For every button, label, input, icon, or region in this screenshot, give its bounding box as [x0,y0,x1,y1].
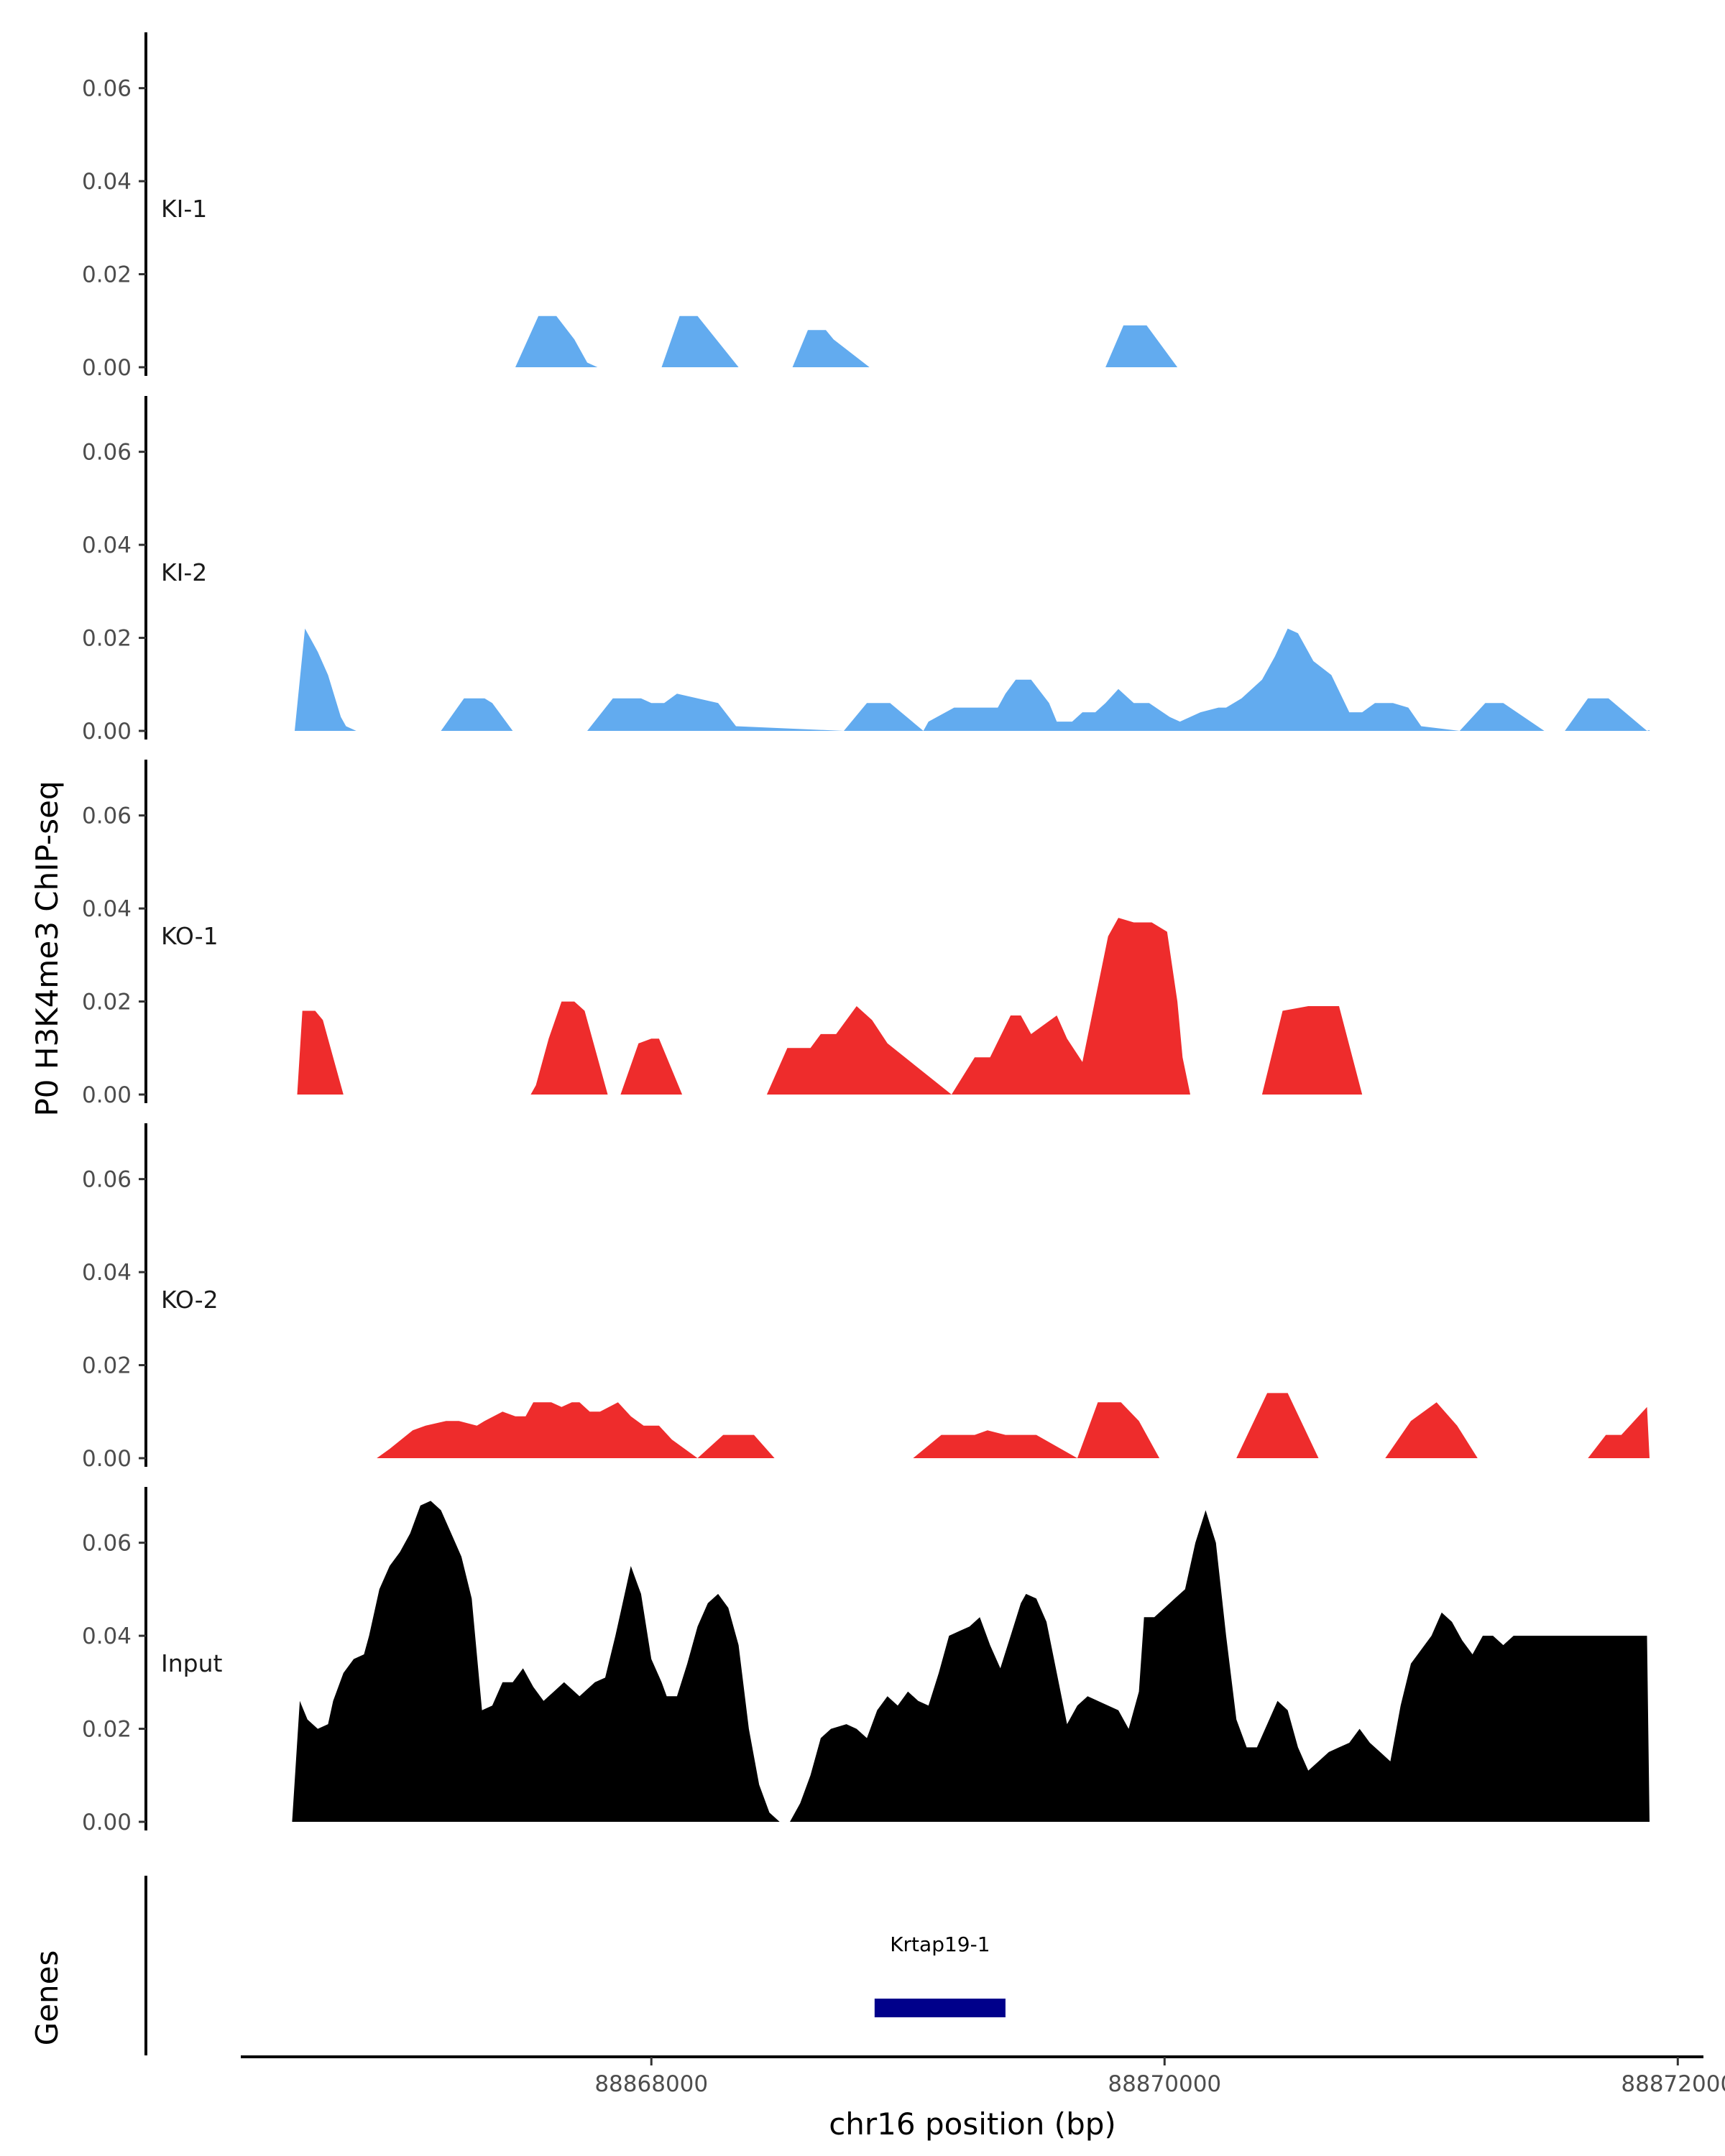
y-tick-label: 0.06 [82,803,132,829]
y-tick-label: 0.06 [82,76,132,102]
y-tick-label: 0.00 [82,1082,132,1108]
y-tick-label: 0.02 [82,1717,132,1743]
y-tick-label: 0.04 [82,169,132,195]
track-panel-input: 0.00 0.02 0.04 0.06 Input [82,1487,1650,1835]
y-tick-label: 0.00 [82,1446,132,1472]
gene-label: Krtap19-1 [890,1932,990,1956]
y-tick-label: 0.06 [82,1531,132,1557]
x-tick-label: 88868000 [594,2071,708,2097]
track-panel-ko-1: 0.00 0.02 0.04 0.06 KO-1 [82,760,1363,1108]
signal-area-ki-2 [295,628,1650,731]
gene-body-krtap19-1 [874,1999,1006,2017]
y-tick-label: 0.02 [82,990,132,1015]
track-panel-ki-1: 0.00 0.02 0.04 0.06 KI-1 [82,32,1178,381]
y-tick-label: 0.00 [82,355,132,381]
track-label: Input [161,1649,223,1677]
x-tick-label: 88872000 [1621,2071,1725,2097]
track-label: KI-2 [161,558,207,586]
signal-area-input [292,1501,1650,1822]
genes-panel-title: Genes [29,1950,65,2046]
y-tick-label: 0.04 [82,896,132,922]
y-tick-label: 0.00 [82,719,132,745]
signal-area-ki-1 [515,315,1178,367]
genes-layer: Krtap19-1 [874,1932,1006,2017]
y-tick-label: 0.04 [82,533,132,558]
track-panel-ki-2: 0.00 0.02 0.04 0.06 KI-2 [82,396,1650,745]
y-tick-label: 0.00 [82,1810,132,1835]
signal-area-ko-1 [297,918,1363,1095]
track-panel-ko-2: 0.00 0.02 0.04 0.06 KO-2 [82,1123,1650,1472]
y-tick-label: 0.02 [82,1353,132,1379]
y-tick-label: 0.06 [82,1167,132,1193]
y-tick-label: 0.02 [82,626,132,652]
y-tick-label: 0.04 [82,1623,132,1649]
y-tick-label: 0.02 [82,262,132,288]
track-label: KO-1 [161,922,218,950]
tracks-layer: 0.00 0.02 0.04 0.06 KI-1 0.00 0.02 0.04 0.06 KI-2… [82,32,1650,1835]
x-tick-label: 88870000 [1108,2071,1221,2097]
track-label: KO-2 [161,1286,218,1314]
y-tick-label: 0.06 [82,440,132,466]
x-axis-title: chr16 position (bp) [829,2106,1116,2142]
track-label: KI-1 [161,195,207,223]
y-tick-label: 0.04 [82,1260,132,1286]
x-axis-ticks: 88868000 88870000 88872000 [594,2057,1725,2097]
signal-area-ko-2 [377,1393,1650,1458]
y-axis-title: P0 H3K4me3 ChIP-seq [29,780,65,1116]
